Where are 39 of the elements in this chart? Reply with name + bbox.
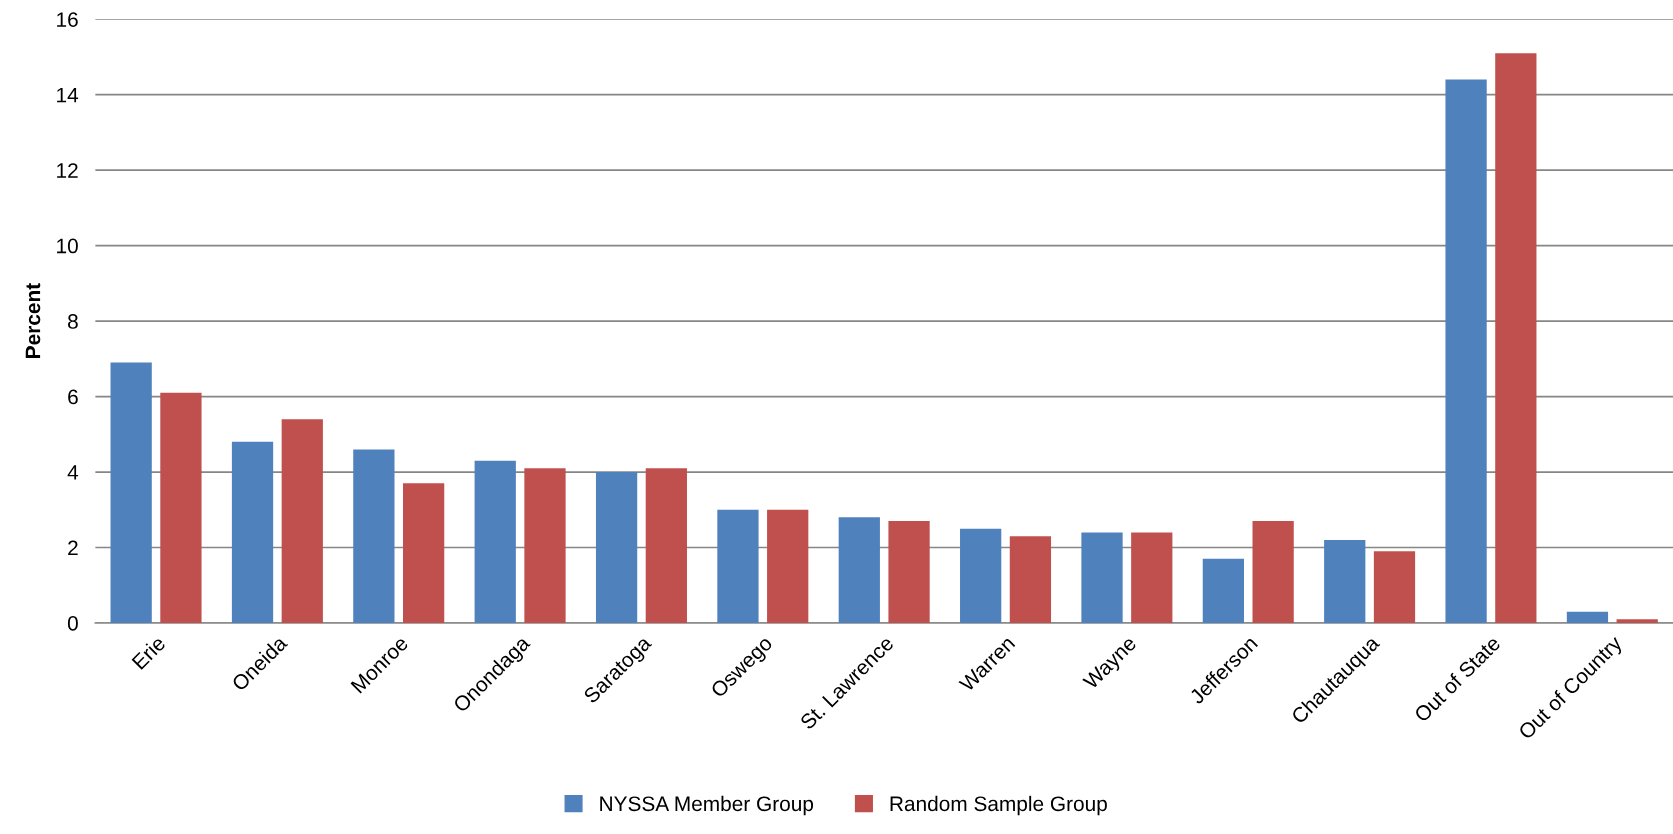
y-tick-label: 12 <box>57 163 78 178</box>
bar <box>160 392 202 623</box>
x-tick-label: Erie <box>131 634 167 670</box>
bar <box>1009 536 1052 623</box>
y-tick-label: 0 <box>67 616 78 631</box>
bar <box>1202 558 1244 623</box>
bar <box>474 460 516 623</box>
y-tick-label: 14 <box>57 87 79 103</box>
bar <box>110 362 152 623</box>
bar <box>1495 53 1537 623</box>
bar <box>1566 611 1609 623</box>
bar <box>767 509 809 623</box>
bar <box>281 419 323 623</box>
bar <box>1373 551 1416 623</box>
bar <box>960 528 1002 623</box>
bar <box>231 441 274 623</box>
bar <box>1131 532 1173 623</box>
y-tick-label: 2 <box>68 540 78 556</box>
bar <box>1445 79 1487 623</box>
bar <box>403 483 445 623</box>
y-tick-label: 10 <box>57 238 78 254</box>
bar <box>838 517 880 623</box>
bar <box>1252 521 1294 623</box>
bar <box>888 521 930 623</box>
legend-label: NYSSA Member Group <box>600 795 814 816</box>
y-tick-label: 4 <box>67 465 79 480</box>
bar <box>717 509 759 623</box>
y-tick-label: 6 <box>68 389 78 405</box>
bar <box>1081 532 1123 623</box>
bar <box>1616 619 1658 623</box>
bar <box>353 449 395 623</box>
y-tick-label: 8 <box>68 314 78 329</box>
y-axis-title: Percent <box>25 283 41 358</box>
legend-label: Random Sample Group <box>890 795 1107 816</box>
bar <box>524 468 566 623</box>
bar <box>1324 539 1366 623</box>
y-tick-label: 16 <box>57 12 78 27</box>
bar <box>645 468 687 623</box>
bar <box>595 472 638 623</box>
